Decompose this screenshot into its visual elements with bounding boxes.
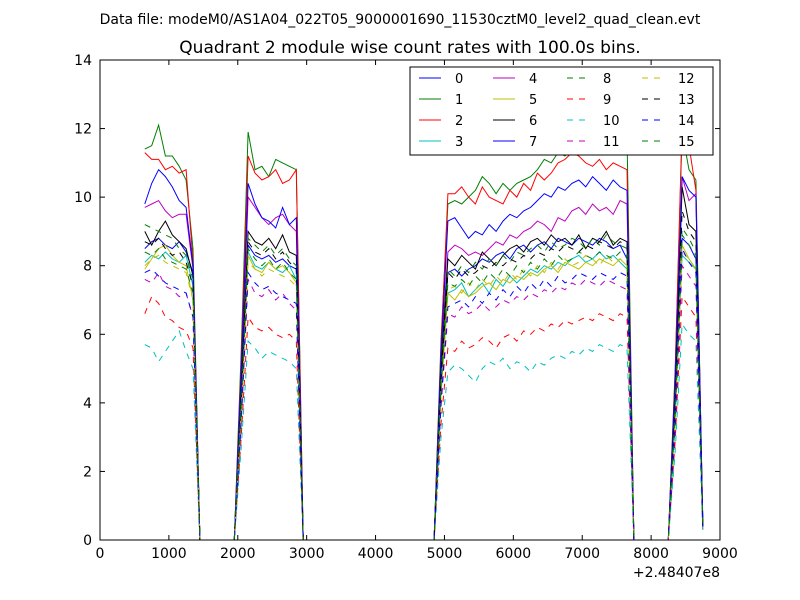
legend-label-6: 6: [529, 114, 537, 129]
series-line-12: [144, 250, 704, 541]
x-tick-label: 8000: [633, 546, 669, 562]
legend-label-0: 0: [455, 72, 463, 87]
y-tick-label: 0: [83, 533, 92, 549]
legend-label-4: 4: [529, 72, 537, 87]
legend-label-2: 2: [455, 114, 463, 129]
y-tick-label: 12: [74, 122, 92, 138]
legend-label-7: 7: [529, 135, 537, 150]
y-tick-label: 6: [83, 327, 92, 343]
y-tick-label: 2: [83, 464, 92, 480]
x-tick-label: 1000: [151, 546, 187, 562]
plot-frame: [99, 59, 721, 541]
series-line-13: [144, 210, 704, 541]
x-tick-label: 0: [96, 546, 105, 562]
x-tick-label: 6000: [496, 546, 532, 562]
legend-label-15: 15: [678, 135, 695, 150]
x-tick-label: 9000: [702, 546, 738, 562]
axis-ticks: 0 1000 2000 3000 4000 5000 6000 7000 8000 9000 0 2 4…: [74, 53, 738, 562]
x-tick-label: 2000: [220, 546, 256, 562]
x-tick-label: 3000: [289, 546, 325, 562]
y-tick-label: 8: [83, 259, 92, 275]
legend-label-8: 8: [603, 72, 611, 87]
legend-label-11: 11: [603, 135, 620, 150]
x-tick-label: 5000: [427, 546, 463, 562]
legend-label-12: 12: [678, 72, 695, 87]
x-tick-label: 7000: [564, 546, 600, 562]
legend-label-13: 13: [678, 93, 695, 108]
figure-suptitle: Data file: modeM0/AS1A04_022T05_90000016…: [100, 12, 701, 28]
legend-label-1: 1: [455, 93, 463, 108]
legend-label-14: 14: [678, 114, 695, 129]
x-axis-offset-label: +2.48407e8: [633, 565, 720, 581]
legend-label-10: 10: [603, 114, 620, 129]
chart-title: Quadrant 2 module wise count rates with …: [179, 38, 640, 58]
legend-label-5: 5: [529, 93, 537, 108]
y-tick-label: 14: [74, 53, 92, 69]
y-tick-label: 4: [83, 396, 92, 412]
y-tick-label: 10: [74, 190, 92, 206]
plot-area: 0 1000 2000 3000 4000 5000 6000 7000 8000 9000 0 2 4…: [74, 53, 738, 562]
series-line-10: [144, 322, 704, 541]
legend-label-3: 3: [455, 135, 463, 150]
legend-label-9: 9: [603, 93, 611, 108]
legend-box: [409, 66, 714, 156]
x-tick-label: 4000: [358, 546, 394, 562]
